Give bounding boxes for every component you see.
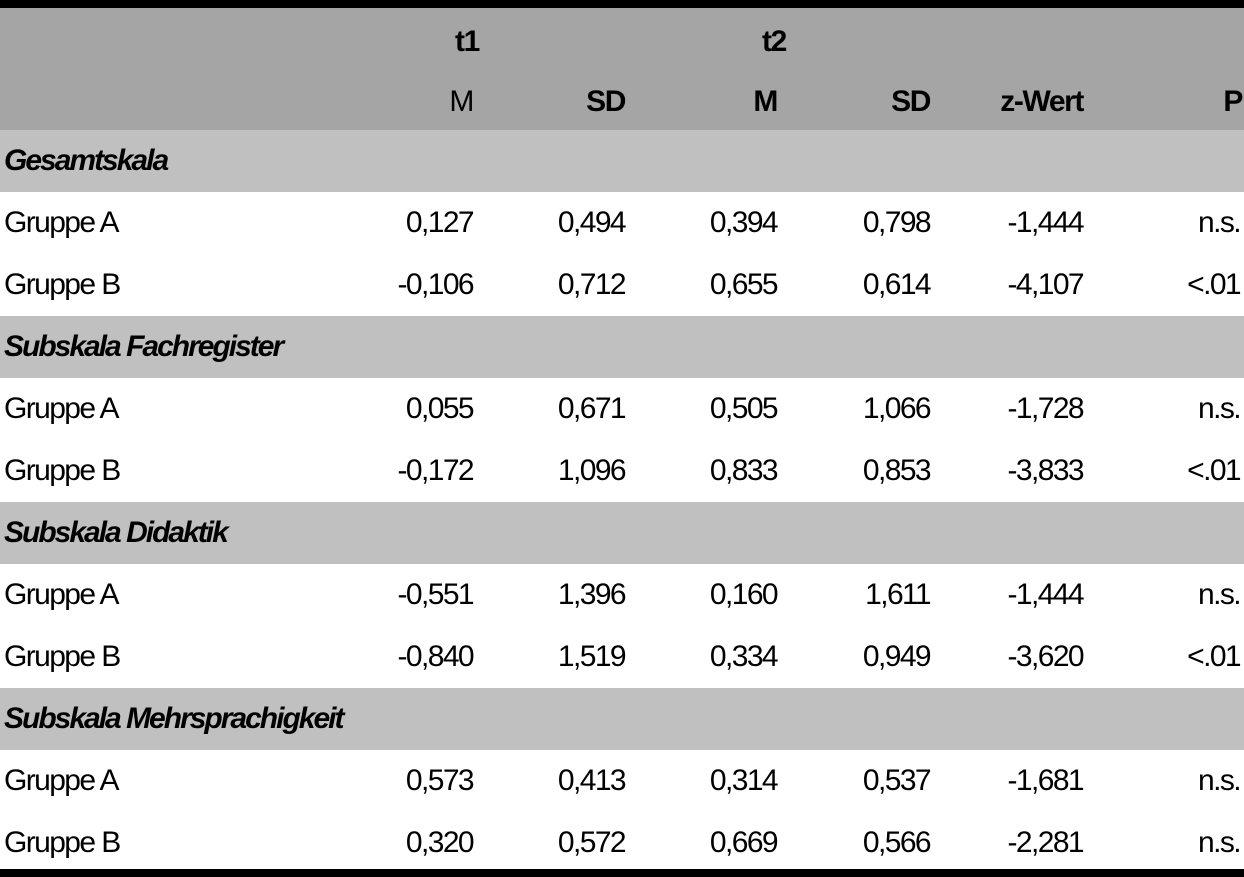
table-row: Gruppe B -0,106 0,712 0,655 0,614 -4,107 <.01	[0, 254, 1244, 316]
cell-sd-t2: 0,949	[862, 640, 932, 673]
table-row: Gruppe A 0,127 0,494 0,394 0,798 -1,444 n.s.	[0, 192, 1244, 254]
row-label: Gruppe B	[4, 826, 121, 859]
table-row: Gruppe B -0,840 1,519 0,334 0,949 -3,620 <.01	[0, 626, 1244, 688]
cell-sd-t2: 0,537	[862, 764, 932, 797]
row-label: Gruppe B	[4, 640, 121, 673]
cell-m-t2: 0,394	[709, 206, 779, 239]
cell-p: n.s.	[1198, 826, 1242, 859]
cell-z-wert: -4,107	[1007, 268, 1085, 301]
cell-m-t1: 0,320	[405, 826, 475, 859]
row-label: Gruppe A	[4, 392, 120, 425]
cell-sd-t1: 0,572	[557, 826, 627, 859]
row-label: Gruppe B	[4, 268, 121, 301]
table-row: Gruppe A 0,573 0,413 0,314 0,537 -1,681 n.s.	[0, 750, 1244, 812]
cell-sd-t1: 0,494	[557, 206, 627, 239]
header-t2: t2	[762, 25, 787, 58]
cell-m-t1: -0,551	[397, 578, 475, 611]
cell-sd-t2: 0,853	[862, 454, 932, 487]
table-row: Gruppe A -0,551 1,396 0,160 1,611 -1,444 n.s.	[0, 564, 1244, 626]
cell-sd-t1: 1,519	[557, 640, 627, 673]
row-label: Gruppe A	[4, 764, 120, 797]
header-col-z-wert: z-Wert	[1000, 85, 1084, 118]
cell-p: n.s.	[1198, 392, 1242, 425]
bottom-rule	[0, 869, 1244, 877]
cell-m-t2: 0,669	[709, 826, 779, 859]
cell-m-t1: -0,840	[397, 640, 475, 673]
row-label: Gruppe A	[4, 578, 120, 611]
cell-m-t1: -0,106	[397, 268, 475, 301]
section-row: Subskala Didaktik	[0, 502, 1244, 564]
header-col-m-t1: M	[449, 85, 474, 118]
top-rule	[0, 0, 1244, 8]
cell-p: <.01	[1187, 268, 1241, 301]
cell-z-wert: -3,833	[1007, 454, 1085, 487]
cell-sd-t2: 0,614	[862, 268, 932, 301]
cell-p: n.s.	[1198, 206, 1242, 239]
cell-z-wert: -3,620	[1007, 640, 1085, 673]
header-t1: t1	[455, 25, 480, 58]
table-row: Gruppe A 0,055 0,671 0,505 1,066 -1,728 n.s.	[0, 378, 1244, 440]
row-label: Gruppe A	[4, 206, 120, 239]
cell-p: n.s.	[1198, 764, 1242, 797]
header-col-p: P	[1223, 85, 1243, 118]
cell-m-t2: 0,334	[709, 640, 779, 673]
cell-z-wert: -1,444	[1007, 206, 1085, 239]
cell-sd-t2: 1,611	[865, 578, 931, 611]
cell-p: <.01	[1187, 640, 1241, 673]
cell-p: <.01	[1187, 454, 1241, 487]
cell-sd-t1: 1,396	[557, 578, 627, 611]
header-col-sd-t2: SD	[891, 85, 931, 118]
row-label: Gruppe B	[4, 454, 121, 487]
cell-sd-t1: 1,096	[557, 454, 627, 487]
header-col-sd-t1: SD	[586, 85, 626, 118]
cell-m-t1: 0,573	[405, 764, 475, 797]
header-col-m-t2: M	[753, 85, 778, 118]
section-title: Gesamtskala	[4, 144, 169, 177]
cell-z-wert: -1,444	[1007, 578, 1085, 611]
table-header: t1 t2 M SD M SD z-Wert P	[0, 8, 1244, 130]
cell-m-t2: 0,655	[709, 268, 779, 301]
cell-m-t1: 0,127	[405, 206, 475, 239]
cell-m-t2: 0,314	[709, 764, 779, 797]
section-row: Subskala Fachregister	[0, 316, 1244, 378]
section-title: Subskala Didaktik	[4, 516, 229, 549]
cell-sd-t2: 0,798	[862, 206, 932, 239]
table-row: Gruppe B -0,172 1,096 0,833 0,853 -3,833 <.01	[0, 440, 1244, 502]
cell-p: n.s.	[1198, 578, 1242, 611]
section-title: Subskala Fachregister	[4, 330, 284, 363]
cell-sd-t1: 0,413	[557, 764, 627, 797]
cell-z-wert: -2,281	[1007, 826, 1085, 859]
section-title: Subskala Mehrsprachigkeit	[4, 702, 344, 735]
cell-sd-t2: 0,566	[862, 826, 932, 859]
section-row: Gesamtskala	[0, 130, 1244, 192]
cell-z-wert: -1,728	[1007, 392, 1085, 425]
cell-m-t2: 0,505	[709, 392, 779, 425]
cell-sd-t1: 0,671	[557, 392, 627, 425]
cell-m-t2: 0,160	[709, 578, 779, 611]
cell-sd-t1: 0,712	[557, 268, 627, 301]
table-row: Gruppe B 0,320 0,572 0,669 0,566 -2,281 n.s.	[0, 812, 1244, 874]
cell-m-t1: -0,172	[397, 454, 475, 487]
section-row: Subskala Mehrsprachigkeit	[0, 688, 1244, 750]
cell-z-wert: -1,681	[1007, 764, 1085, 797]
cell-m-t1: 0,055	[405, 392, 475, 425]
cell-sd-t2: 1,066	[862, 392, 932, 425]
cell-m-t2: 0,833	[709, 454, 779, 487]
